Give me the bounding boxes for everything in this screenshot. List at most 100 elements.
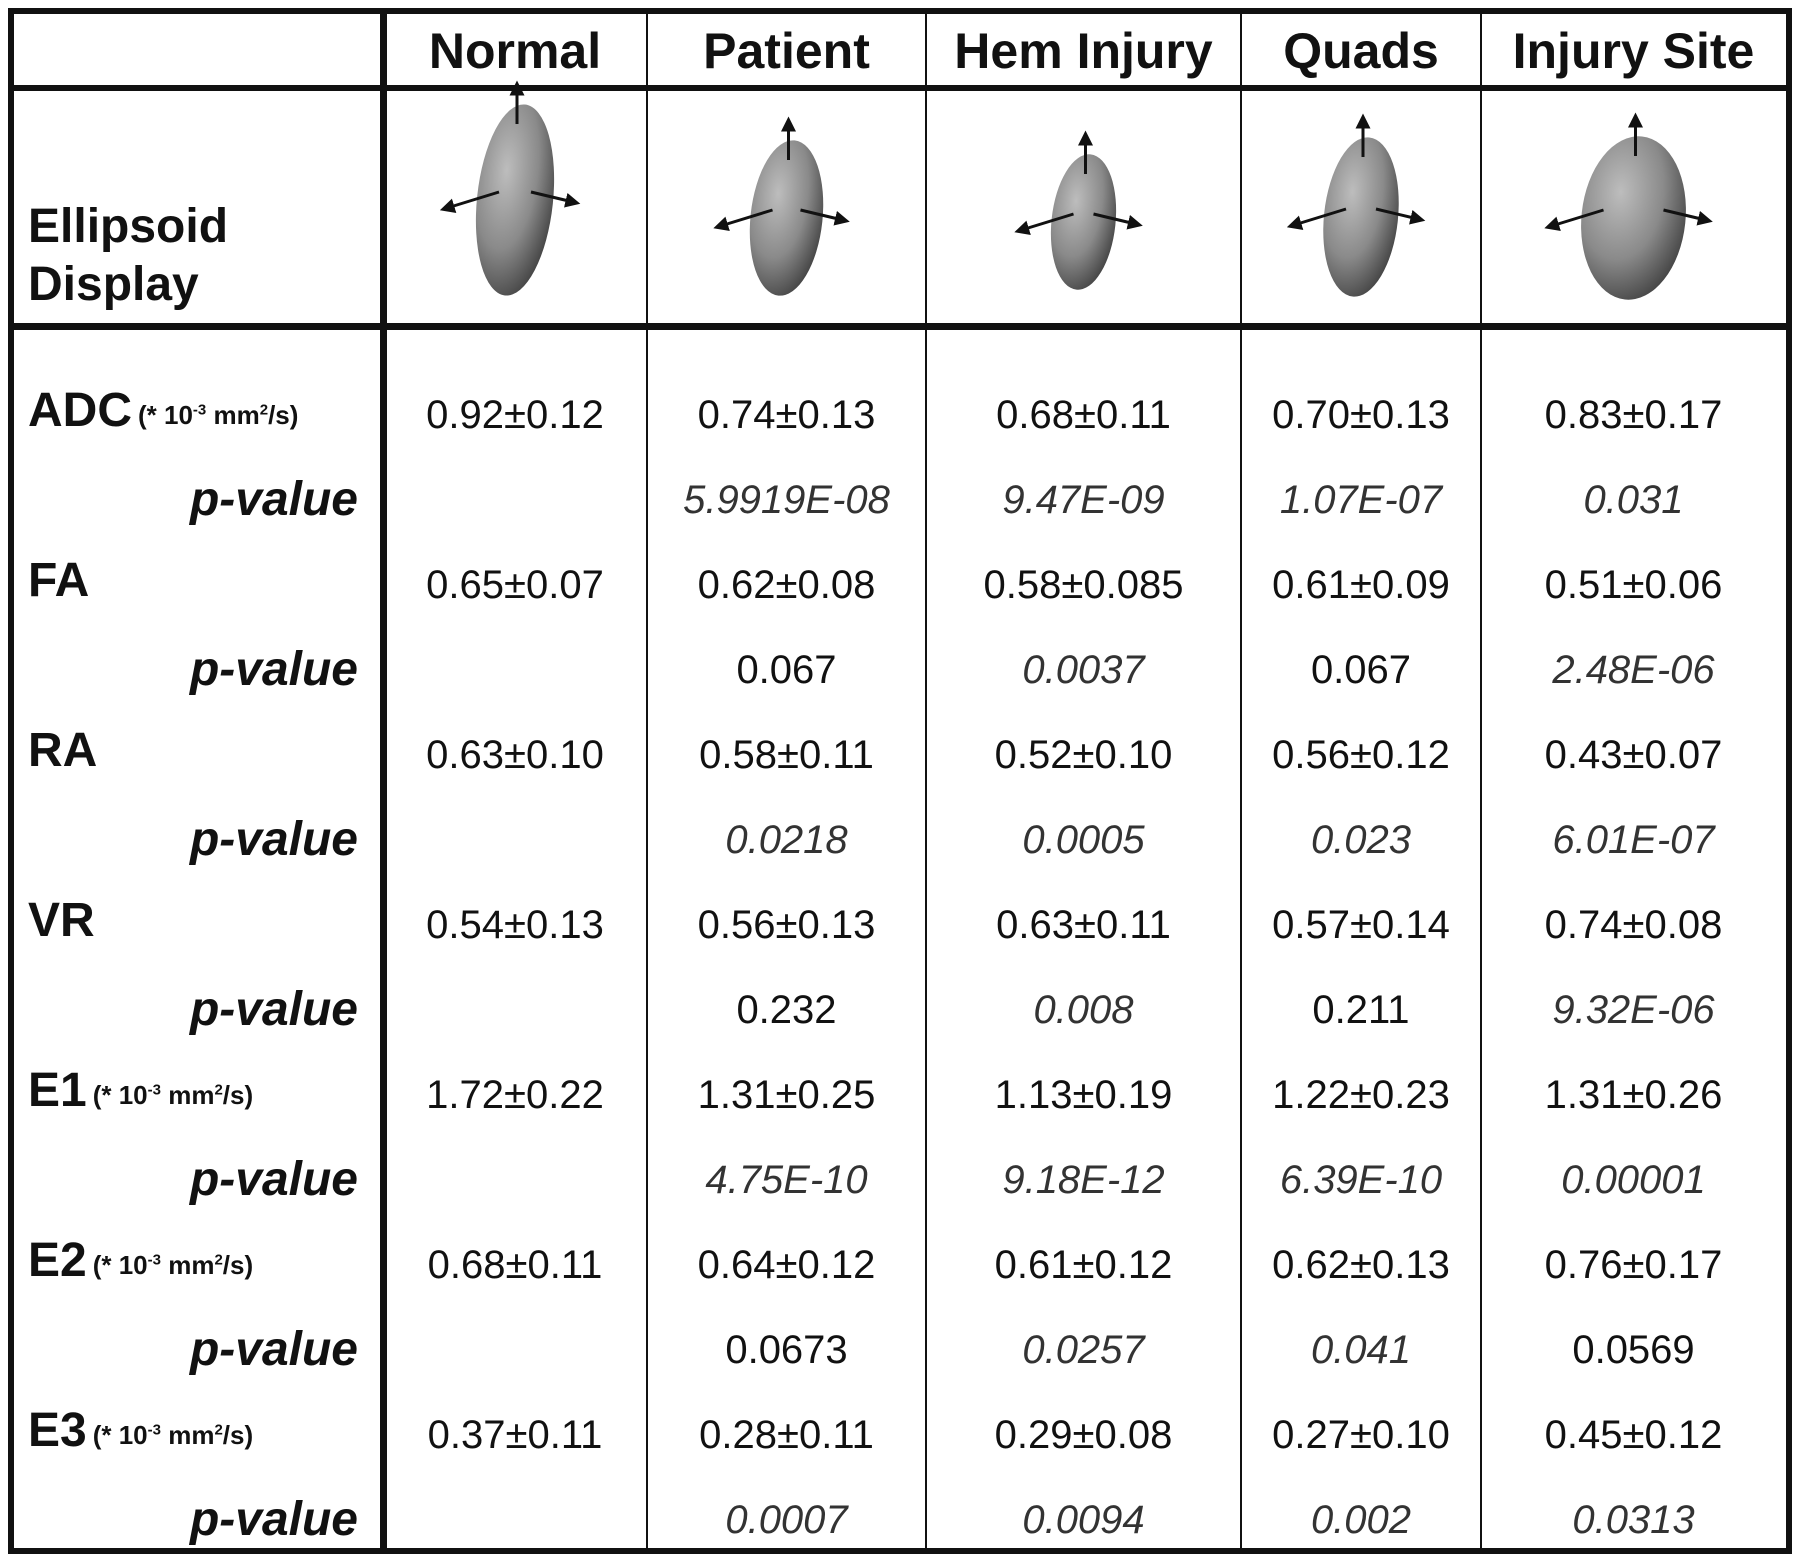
value-cell: 0.70±0.13 — [1272, 393, 1450, 437]
p-value-label: p-value — [189, 643, 358, 696]
value-cell: 0.45±0.12 — [1544, 1413, 1723, 1457]
p-value-cell: 0.008 — [1033, 988, 1134, 1032]
p-value-cell: 0.00001 — [1561, 1158, 1706, 1202]
ellipsoid-label-line2: Display — [28, 258, 199, 311]
column-divider — [379, 14, 387, 1548]
metric-label: FA — [28, 557, 89, 605]
value-cell: 0.64±0.12 — [697, 1243, 876, 1287]
column-header: Normal — [428, 23, 602, 79]
metric-name: ADC — [28, 384, 132, 437]
unit-part: /s) — [268, 400, 299, 430]
unit-part: mm — [160, 1250, 215, 1280]
unit-part: mm — [160, 1420, 215, 1450]
unit-part: /s) — [222, 1250, 254, 1280]
value-cell: 0.37±0.11 — [427, 1413, 603, 1457]
metric-label: RA — [28, 727, 97, 775]
metric-label: E2 (* 10-3 mm2/s) — [28, 1237, 253, 1285]
table-frame — [8, 8, 1792, 1554]
value-cell: 1.31±0.26 — [1544, 1073, 1723, 1117]
value-cell: 0.63±0.11 — [996, 903, 1171, 947]
metric-label: ADC (* 10-3 mm2/s) — [28, 387, 298, 435]
value-cell: 0.56±0.13 — [697, 903, 876, 947]
unit-part: 2 — [214, 1081, 223, 1099]
p-value-cell: 0.0218 — [725, 818, 848, 862]
value-cell: 0.74±0.08 — [1544, 903, 1723, 947]
p-value-cell: 0.0037 — [1022, 648, 1145, 692]
value-cell: 0.58±0.11 — [699, 733, 874, 777]
unit-part: 2 — [214, 1421, 223, 1439]
metric-name: FA — [28, 554, 90, 607]
metric-unit: (* 10-3 mm2/s) — [93, 1080, 253, 1110]
value-cell: 0.28±0.11 — [699, 1413, 874, 1457]
ellipsoid-display-label: Ellipsoid Display — [28, 198, 228, 314]
unit-part: -3 — [192, 401, 207, 419]
unit-part: 2 — [259, 401, 269, 419]
column-divider — [925, 14, 927, 1548]
column-header: Patient — [703, 23, 870, 79]
unit-part: (* 10 — [138, 400, 193, 430]
value-cell: 0.56±0.12 — [1272, 733, 1450, 777]
p-value-cell: 6.01E-07 — [1552, 818, 1715, 862]
metric-unit: (* 10-3 mm2/s) — [93, 1250, 253, 1280]
value-cell: 0.62±0.13 — [1272, 1243, 1450, 1287]
metric-name: VR — [28, 894, 95, 947]
p-value-label: p-value — [189, 1323, 358, 1376]
p-value-cell: 0.0257 — [1022, 1328, 1145, 1372]
value-cell: 0.63±0.10 — [426, 733, 604, 777]
column-divider — [1480, 14, 1482, 1548]
p-value-cell: 4.75E-10 — [705, 1158, 868, 1202]
value-cell: 1.22±0.23 — [1272, 1073, 1450, 1117]
unit-part: (* 10 — [92, 1080, 148, 1110]
p-value-label: p-value — [189, 1493, 358, 1546]
metric-label: VR — [28, 897, 95, 945]
p-value-cell: 0.067 — [1310, 648, 1412, 692]
value-cell: 0.61±0.09 — [1272, 563, 1450, 607]
metric-unit: (* 10-3 mm2/s) — [138, 400, 298, 430]
p-value-cell: 9.47E-09 — [1002, 478, 1165, 522]
p-value-cell: 0.067 — [736, 648, 837, 692]
unit-part: (* 10 — [92, 1420, 148, 1450]
p-value-cell: 0.023 — [1310, 818, 1412, 862]
unit-part: /s) — [222, 1080, 254, 1110]
value-cell: 0.76±0.17 — [1544, 1243, 1723, 1287]
unit-part: 2 — [214, 1251, 223, 1269]
column-divider — [646, 14, 648, 1548]
p-value-label: p-value — [189, 1153, 358, 1206]
value-cell: 0.68±0.11 — [996, 393, 1171, 437]
column-header: Hem Injury — [954, 23, 1213, 79]
row-divider — [14, 85, 1786, 91]
p-value-cell: 1.07E-07 — [1279, 478, 1443, 522]
p-value-cell: 9.32E-06 — [1552, 988, 1715, 1032]
p-value-cell: 0.0569 — [1572, 1328, 1695, 1372]
value-cell: 0.27±0.10 — [1272, 1413, 1450, 1457]
p-value-cell: 0.0313 — [1572, 1498, 1695, 1542]
value-cell: 0.57±0.14 — [1272, 903, 1450, 947]
value-cell: 0.43±0.07 — [1544, 733, 1723, 777]
p-value-cell: 0.0007 — [725, 1498, 848, 1542]
value-cell: 0.83±0.17 — [1544, 393, 1723, 437]
metric-name: E1 — [28, 1064, 87, 1117]
value-cell: 0.52±0.10 — [994, 733, 1173, 777]
value-cell: 0.74±0.13 — [697, 393, 876, 437]
unit-part: -3 — [147, 1251, 161, 1269]
value-cell: 0.58±0.085 — [983, 563, 1184, 607]
unit-part: /s) — [222, 1420, 254, 1450]
p-value-cell: 5.9919E-08 — [683, 478, 890, 522]
value-cell: 0.92±0.12 — [426, 393, 604, 437]
value-cell: 1.72±0.22 — [426, 1073, 604, 1117]
p-value-cell: 6.39E-10 — [1279, 1158, 1443, 1202]
metric-unit: (* 10-3 mm2/s) — [93, 1420, 253, 1450]
p-value-cell: 9.18E-12 — [1002, 1158, 1165, 1202]
unit-part: (* 10 — [92, 1250, 148, 1280]
column-header: Quads — [1283, 23, 1439, 79]
value-cell: 0.51±0.06 — [1544, 563, 1723, 607]
value-cell: 0.65±0.07 — [426, 563, 604, 607]
value-cell: 0.62±0.08 — [697, 563, 876, 607]
p-value-cell: 0.002 — [1310, 1498, 1412, 1542]
p-value-cell: 0.0673 — [725, 1328, 848, 1372]
value-cell: 0.54±0.13 — [426, 903, 604, 947]
p-value-cell: 0.232 — [736, 988, 837, 1032]
p-value-cell: 2.48E-06 — [1552, 648, 1715, 692]
metric-label: E1 (* 10-3 mm2/s) — [28, 1067, 253, 1115]
metric-name: RA — [28, 724, 98, 777]
